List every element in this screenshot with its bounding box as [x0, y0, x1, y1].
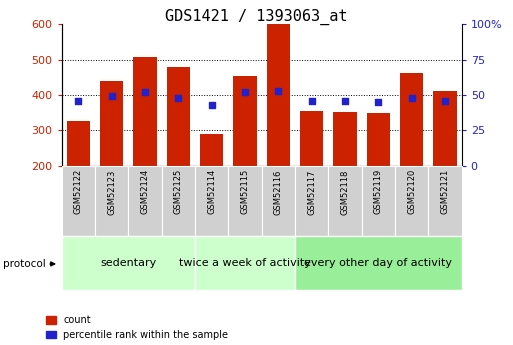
Bar [67, 121, 90, 166]
Point [374, 99, 382, 105]
Bar [428, 166, 462, 236]
Bar [128, 166, 162, 236]
Bar [95, 166, 128, 236]
Bar [195, 166, 228, 236]
Bar [162, 166, 195, 236]
Text: GSM52125: GSM52125 [174, 169, 183, 214]
Point [341, 98, 349, 103]
Point [307, 98, 315, 103]
Text: GSM52114: GSM52114 [207, 169, 216, 214]
Point [141, 89, 149, 95]
Bar [262, 166, 295, 236]
Bar [100, 81, 123, 166]
Bar [367, 113, 390, 166]
Point [107, 93, 115, 99]
Text: GSM52120: GSM52120 [407, 169, 416, 214]
Bar [200, 135, 223, 166]
Text: protocol: protocol [3, 259, 45, 269]
Text: GSM52116: GSM52116 [274, 169, 283, 215]
Text: GSM52123: GSM52123 [107, 169, 116, 215]
Text: GSM52119: GSM52119 [374, 169, 383, 214]
Text: twice a week of activity: twice a week of activity [179, 258, 311, 268]
Text: GDS1421 / 1393063_at: GDS1421 / 1393063_at [165, 9, 348, 25]
Point [241, 89, 249, 95]
Bar [295, 236, 462, 290]
Point [441, 98, 449, 103]
Bar [228, 166, 262, 236]
Text: sedentary: sedentary [100, 258, 156, 268]
Bar [395, 166, 428, 236]
Text: GSM52124: GSM52124 [141, 169, 149, 214]
Text: GSM52122: GSM52122 [74, 169, 83, 214]
Bar [433, 91, 457, 166]
Bar [362, 166, 395, 236]
Point [174, 95, 182, 100]
Bar [333, 112, 357, 166]
Point [207, 102, 215, 108]
Bar [62, 236, 195, 290]
Bar [233, 77, 256, 166]
Bar [300, 111, 323, 166]
Bar [328, 166, 362, 236]
Text: every other day of activity: every other day of activity [304, 258, 452, 268]
Bar [167, 67, 190, 166]
Text: GSM52118: GSM52118 [341, 169, 349, 215]
Point [74, 98, 82, 103]
Point [274, 88, 282, 93]
Text: GSM52115: GSM52115 [241, 169, 249, 214]
Bar [62, 166, 95, 236]
Legend: count, percentile rank within the sample: count, percentile rank within the sample [46, 315, 228, 340]
Bar [267, 24, 290, 166]
Text: GSM52117: GSM52117 [307, 169, 316, 215]
Bar [133, 57, 156, 166]
Bar [400, 72, 423, 166]
Bar [295, 166, 328, 236]
Bar [195, 236, 295, 290]
Point [407, 95, 416, 100]
Text: GSM52121: GSM52121 [441, 169, 449, 214]
